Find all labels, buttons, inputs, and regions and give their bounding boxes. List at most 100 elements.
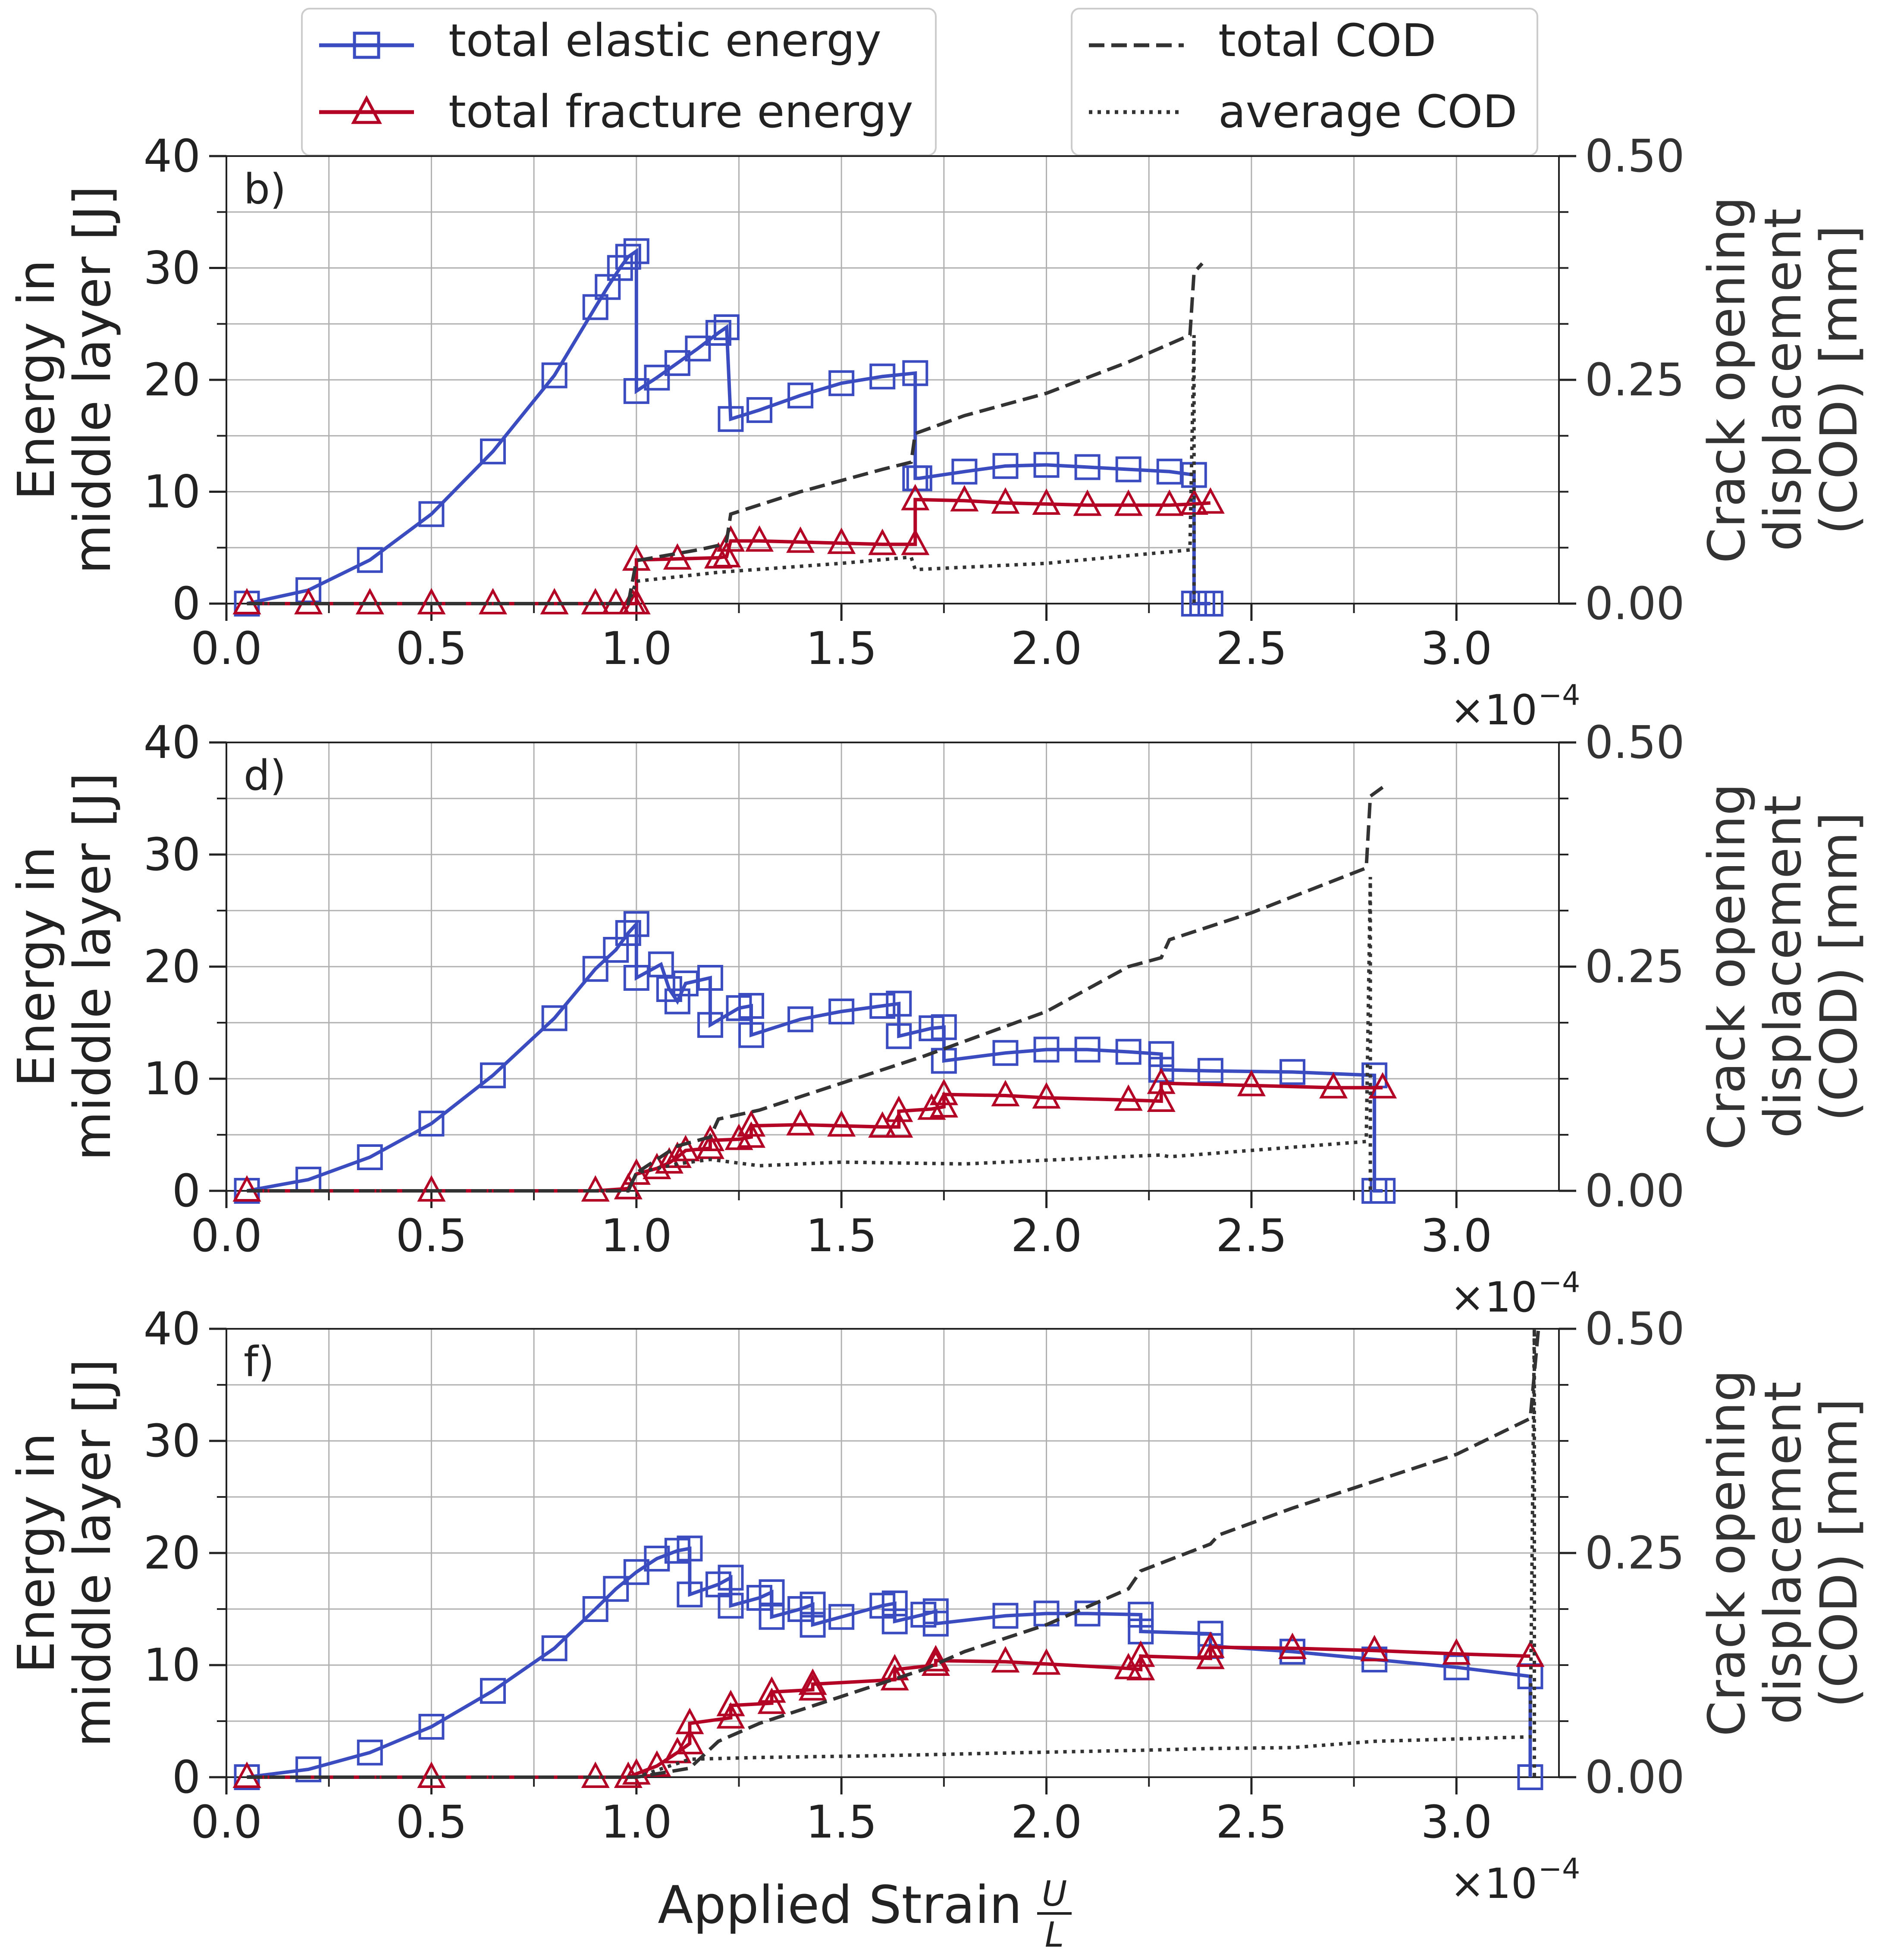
- data-point-fracture: [1114, 1084, 1143, 1111]
- data-point-fracture: [614, 1173, 643, 1199]
- x-tick-label: 0.0: [191, 1796, 262, 1848]
- data-point-elastic: [828, 370, 855, 396]
- panel-1: 0.0 0.5 1.0 1.5 2.0 2.5 3.0 0 10 20 30 40 0.00 0.25 0.…: [6, 716, 1869, 1321]
- y-tick-label-left: 40: [144, 130, 201, 182]
- y-axis-label-right: displacement: [1753, 208, 1813, 551]
- data-point-elastic: [881, 1591, 908, 1616]
- series-line: [246, 248, 1210, 605]
- y-tick-label-left: 30: [144, 242, 201, 294]
- y-tick-label-right: 0.00: [1585, 577, 1685, 630]
- y-tick-label-right: 0.50: [1585, 1302, 1685, 1355]
- data-point-fracture: [798, 1674, 827, 1701]
- legend-energy: total elastic energy total fracture ener…: [301, 8, 937, 156]
- data-point-fracture: [798, 1668, 827, 1695]
- data-point-fracture: [1442, 1638, 1471, 1665]
- data-point-elastic: [664, 350, 690, 376]
- data-point-fracture: [868, 1111, 897, 1138]
- y-axis-label-right: Crack opening: [1697, 783, 1756, 1150]
- series-group: [232, 786, 1397, 1204]
- data-point-elastic: [603, 1576, 629, 1602]
- data-point-elastic: [705, 320, 731, 346]
- x-axis-label: Applied Strain: [658, 1875, 1022, 1935]
- data-point-elastic: [931, 1014, 957, 1040]
- data-point-elastic: [828, 1604, 855, 1630]
- data-point-fracture: [712, 541, 741, 568]
- y-axis-label-left: middle layer [J]: [63, 1359, 122, 1747]
- series-line: [247, 335, 1196, 605]
- y-tick-label-right: 0.25: [1585, 1527, 1685, 1579]
- x-tick-label: 1.5: [806, 1796, 877, 1848]
- data-point-elastic: [1115, 1039, 1141, 1065]
- data-point-fracture: [1319, 1072, 1348, 1099]
- y-tick-label-left: 0: [172, 1165, 201, 1217]
- data-point-fracture: [786, 526, 815, 553]
- data-point-elastic: [1370, 1178, 1396, 1204]
- data-point-elastic: [697, 965, 723, 991]
- data-point-fracture: [757, 1676, 786, 1703]
- y-tick-label-right: 0.00: [1585, 1751, 1685, 1803]
- data-point-fracture: [1155, 489, 1184, 516]
- series-line: [247, 1328, 1536, 1779]
- x-offset-exponent: −4: [1538, 1266, 1580, 1299]
- y-tick-label-left: 10: [144, 1639, 201, 1691]
- data-point-elastic: [1148, 1041, 1174, 1067]
- data-point-fracture: [1126, 1640, 1155, 1667]
- y-axis-label-left: Energy in: [6, 846, 66, 1087]
- data-point-elastic: [357, 547, 383, 573]
- data-point-elastic: [718, 1593, 744, 1619]
- data-point-fracture: [827, 1110, 856, 1137]
- x-tick-label: 2.5: [1216, 1796, 1287, 1848]
- data-point-elastic: [787, 382, 814, 409]
- x-tick-label: 0.5: [396, 622, 467, 675]
- data-point-elastic: [644, 364, 670, 391]
- data-point-elastic: [759, 1604, 785, 1630]
- data-point-elastic: [713, 314, 740, 341]
- x-axis-label-denominator: L: [1045, 1915, 1064, 1955]
- x-tick-label: 3.0: [1421, 622, 1492, 675]
- data-point-elastic: [480, 1062, 506, 1089]
- x-tick-label: 0.0: [191, 622, 262, 675]
- data-point-fracture: [1147, 1085, 1176, 1112]
- y-tick-label-right: 0.00: [1585, 1165, 1685, 1217]
- y-axis-label-right: (COD) [mm]: [1809, 812, 1869, 1121]
- data-point-fracture: [929, 1079, 958, 1105]
- data-point-elastic: [623, 238, 649, 264]
- data-point-fracture: [901, 529, 930, 555]
- data-point-fracture: [991, 1646, 1020, 1673]
- data-point-fracture: [622, 1758, 651, 1785]
- data-point-fracture: [643, 1152, 671, 1179]
- data-point-elastic: [1148, 1057, 1174, 1083]
- data-point-elastic: [541, 1005, 568, 1031]
- data-point-fracture: [675, 1707, 704, 1735]
- legend-average-cod-label: average COD: [1218, 85, 1517, 138]
- x-tick-label: 1.0: [601, 1796, 672, 1848]
- legend-fracture-label: total fracture energy: [448, 85, 913, 138]
- data-point-elastic: [881, 1608, 908, 1634]
- series-line: [247, 786, 1384, 1193]
- y-tick-label-left: 40: [144, 1302, 201, 1355]
- data-point-elastic: [738, 993, 764, 1019]
- y-axis-label-right: displacement: [1753, 1381, 1813, 1724]
- data-point-elastic: [295, 1756, 322, 1782]
- data-point-elastic: [1074, 1036, 1101, 1063]
- data-point-fracture: [745, 525, 774, 552]
- y-axis-label-left: middle layer [J]: [63, 186, 122, 574]
- data-point-fracture: [675, 1728, 704, 1754]
- data-point-elastic: [418, 1111, 445, 1137]
- x-tick-label: 1.0: [601, 1209, 672, 1262]
- data-point-fracture: [663, 543, 692, 570]
- y-tick-label-left: 10: [144, 466, 201, 518]
- data-point-fracture: [901, 484, 930, 510]
- data-point-fracture: [921, 1645, 950, 1672]
- y-tick-label-left: 30: [144, 828, 201, 881]
- data-point-fracture: [737, 1110, 766, 1137]
- y-axis-label-right: (COD) [mm]: [1809, 1398, 1869, 1708]
- data-point-elastic: [992, 1603, 1019, 1629]
- x-offset-exponent: −4: [1538, 1852, 1580, 1885]
- x-tick-label: 2.5: [1216, 1209, 1287, 1262]
- data-point-elastic: [677, 1535, 703, 1562]
- series-line: [247, 1546, 1532, 1779]
- panel-label: f): [244, 1338, 274, 1386]
